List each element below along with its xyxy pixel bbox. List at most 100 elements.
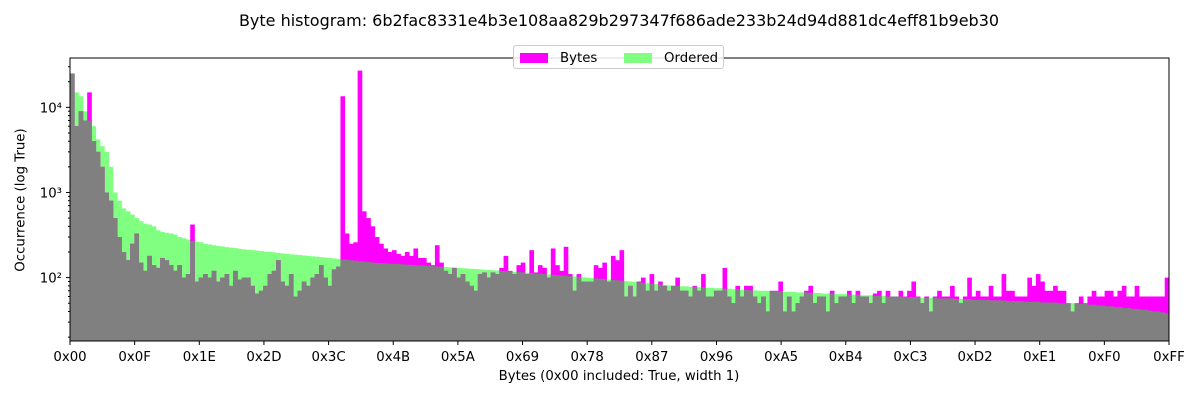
- overlap-bar: [731, 303, 736, 341]
- overlap-bar: [1164, 313, 1170, 341]
- x-tick-label: 0xF0: [1088, 350, 1120, 365]
- overlap-bar: [439, 266, 444, 341]
- overlap-bar: [782, 311, 788, 341]
- x-tick-label: 0x96: [700, 350, 733, 365]
- overlap-bar: [889, 296, 895, 341]
- overlap-bar: [1074, 303, 1080, 341]
- overlap-bar: [280, 281, 285, 341]
- overlap-bar: [808, 292, 814, 341]
- overlap-bar: [954, 299, 959, 341]
- overlap-bar: [1104, 306, 1110, 341]
- overlap-bar: [525, 274, 530, 341]
- overlap-bar: [821, 296, 826, 341]
- overlap-bar: [117, 236, 122, 341]
- overlap-bar: [675, 285, 680, 341]
- overlap-bar: [859, 296, 865, 341]
- overlap-bar: [173, 270, 178, 341]
- overlap-bar: [1027, 301, 1032, 341]
- overlap-bar: [336, 266, 341, 341]
- overlap-bar: [1010, 301, 1015, 341]
- overlap-bar: [662, 285, 668, 341]
- overlap-bar: [409, 264, 414, 341]
- overlap-bar: [404, 264, 410, 341]
- overlap-bar: [1065, 303, 1071, 341]
- overlap-bar: [160, 257, 165, 341]
- overlap-bar: [507, 271, 513, 341]
- overlap-bar: [1070, 311, 1075, 341]
- overlap-bar: [701, 287, 706, 341]
- overlap-bar: [495, 274, 500, 341]
- overlap-bar: [645, 290, 650, 341]
- overlap-bar: [894, 296, 899, 341]
- overlap-bar: [756, 303, 762, 341]
- overlap-bar: [602, 279, 607, 341]
- y-ticks: 10² 10³ 10⁴: [40, 66, 70, 338]
- overlap-bar: [233, 270, 238, 341]
- overlap-bar: [228, 285, 234, 341]
- overlap-bar: [361, 261, 367, 341]
- x-tick-label: 0x3C: [312, 350, 346, 365]
- overlap-bar: [87, 120, 92, 341]
- overlap-bar: [632, 296, 638, 341]
- overlap-bar: [1005, 301, 1011, 341]
- overlap-bar: [1138, 309, 1144, 341]
- bytes-bar: [1164, 277, 1170, 341]
- overlap-bar: [816, 296, 822, 341]
- overlap-bar: [1096, 305, 1101, 341]
- overlap-bar: [653, 290, 659, 341]
- overlap-bar: [310, 277, 316, 341]
- x-tick-label: 0xC3: [893, 350, 927, 365]
- overlap-bar: [456, 277, 462, 341]
- overlap-bar: [383, 263, 389, 341]
- overlap-bar: [220, 277, 225, 341]
- overlap-bar: [537, 273, 543, 341]
- overlap-bar: [134, 233, 140, 341]
- overlap-bar: [379, 263, 384, 341]
- overlap-bar: [804, 292, 809, 341]
- overlap-bar: [112, 218, 118, 341]
- overlap-bar: [683, 290, 689, 341]
- overlap-bar: [864, 296, 869, 341]
- overlap-bar: [1053, 302, 1058, 341]
- overlap-bar: [520, 272, 526, 341]
- overlap-bar: [168, 265, 174, 341]
- x-axis-label: Bytes (0x00 included: True, width 1): [498, 369, 740, 384]
- overlap-bar: [490, 272, 496, 341]
- overlap-bar: [795, 303, 801, 341]
- overlap-bar: [580, 281, 586, 341]
- overlap-bar: [314, 274, 320, 341]
- overlap-bar: [619, 280, 625, 341]
- overlap-bar: [464, 281, 470, 341]
- x-tick-label: 0xA5: [764, 350, 798, 365]
- overlap-bar: [288, 274, 294, 341]
- legend-label-bytes: Bytes: [560, 50, 598, 66]
- overlap-bar: [70, 73, 75, 341]
- overlap-bar: [585, 281, 590, 341]
- overlap-bar: [422, 265, 427, 341]
- overlap-bar: [190, 240, 195, 341]
- overlap-bar: [735, 289, 741, 341]
- x-ticks: 0x00 0x0F 0x1E 0x2D 0x3C 0x4B 0x5A 0x69 0x78 0x87…: [53, 341, 1185, 365]
- x-tick-label: 0xB4: [829, 350, 863, 365]
- overlap-bar: [958, 303, 964, 341]
- x-tick-label: 0x69: [506, 350, 539, 365]
- overlap-bar: [396, 264, 401, 341]
- overlap-bar: [263, 285, 268, 341]
- overlap-bar: [447, 274, 453, 341]
- overlap-bar: [726, 296, 732, 341]
- overlap-bar: [1121, 307, 1127, 341]
- overlap-bar: [529, 273, 534, 341]
- overlap-bar: [1023, 301, 1028, 341]
- overlap-bar: [855, 294, 861, 341]
- overlap-bar: [142, 270, 148, 341]
- overlap-bar: [576, 276, 582, 341]
- overlap-bar: [774, 291, 779, 341]
- overlap-bar: [623, 296, 629, 341]
- overlap-bar: [941, 298, 947, 341]
- overlap-bar: [778, 291, 783, 341]
- overlap-bar: [258, 290, 264, 341]
- overlap-bar: [95, 151, 101, 341]
- overlap-bar: [915, 297, 921, 341]
- overlap-bar: [1126, 307, 1131, 341]
- overlap-bar: [469, 285, 474, 341]
